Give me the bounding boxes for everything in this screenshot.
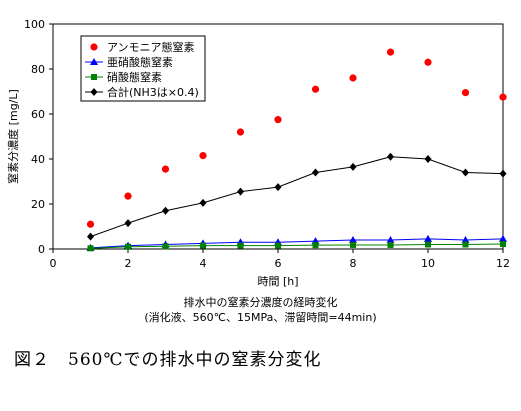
data-point [386, 236, 395, 243]
series-1 [86, 48, 507, 228]
data-point [499, 93, 507, 101]
legend-item: アンモニア態窒素 [90, 40, 195, 54]
series-4 [87, 152, 507, 241]
axes: 0 20 40 60 80 100 0 2 4 6 8 10 12 時間 [h] 窒素分濃度 [mg/L] [6, 18, 510, 288]
data-point [86, 220, 95, 228]
data-point [124, 192, 132, 200]
data-point [425, 241, 431, 248]
series-3 [87, 241, 506, 252]
data-point [424, 58, 432, 66]
data-point [275, 242, 281, 249]
data-point [274, 116, 282, 124]
chart-note-title: 排水中の窒素分濃度の経時変化 [183, 296, 338, 309]
data-point [461, 236, 470, 243]
data-point [499, 234, 507, 242]
legend-marker [90, 43, 98, 51]
data-point [87, 232, 94, 241]
series-2 [86, 234, 507, 251]
data-point [311, 85, 320, 93]
y-tick-label: 100 [24, 18, 45, 31]
x-tick-label: 6 [275, 257, 282, 270]
data-point [162, 243, 169, 250]
y-tick-label: 40 [31, 153, 45, 166]
data-point [162, 206, 169, 215]
figure-caption: 図２ 560℃での排水中の窒素分変化 [14, 350, 322, 370]
data-point [124, 219, 132, 228]
legend-item: 合計(NH3は×0.4) [85, 85, 199, 99]
data-point [199, 152, 207, 160]
legend-label: 亜硝酸態窒素 [107, 55, 173, 69]
data-point [237, 242, 244, 249]
data-point [387, 152, 394, 161]
y-tick-label: 0 [38, 243, 45, 256]
y-tick-label: 20 [31, 198, 45, 211]
legend-marker [90, 88, 98, 96]
data-point [161, 165, 170, 173]
data-point [236, 128, 245, 136]
data-point [312, 242, 319, 249]
x-tick-label: 4 [200, 257, 207, 270]
data-point [499, 169, 507, 178]
legend-label: アンモニア態窒素 [107, 40, 195, 54]
series-layer [86, 48, 507, 252]
data-point [424, 234, 432, 242]
data-point [386, 48, 395, 56]
data-point [199, 198, 207, 207]
x-tick-label: 8 [350, 257, 357, 270]
data-point [87, 245, 94, 252]
legend-item: 亜硝酸態窒素 [85, 55, 173, 69]
legend-marker [91, 74, 97, 80]
data-point [462, 241, 469, 248]
y-tick-label: 60 [31, 108, 45, 121]
x-axis-label: 時間 [h] [257, 275, 298, 288]
chart-note-conditions: (消化液、560℃、15MPa、滞留時間=44min) [144, 311, 377, 324]
data-point [462, 168, 469, 177]
legend-box [80, 35, 206, 102]
series-line [90, 156, 504, 238]
legend-marker [90, 58, 98, 65]
x-tick-label: 10 [421, 257, 435, 270]
data-point [349, 236, 357, 243]
data-point [274, 183, 282, 192]
x-tick-label: 12 [496, 257, 510, 270]
data-point [424, 155, 432, 163]
data-point [461, 89, 470, 97]
y-axis-label: 窒素分濃度 [mg/L] [6, 89, 20, 184]
data-point [237, 187, 244, 196]
y-tick-label: 80 [31, 63, 45, 76]
legend-label: 硝酸態窒素 [107, 70, 162, 84]
data-point [350, 241, 356, 248]
data-point [349, 74, 357, 82]
data-point [387, 241, 394, 248]
data-point [500, 241, 506, 248]
data-point [349, 162, 357, 171]
legend-label: 合計(NH3は×0.4) [107, 85, 199, 99]
data-point [125, 243, 131, 250]
series-line [90, 238, 504, 249]
data-point [312, 168, 319, 177]
x-tick-label: 0 [50, 257, 57, 270]
series-line [90, 243, 504, 249]
x-tick-label: 2 [125, 257, 132, 270]
data-point [200, 242, 206, 249]
legend-item: 硝酸態窒素 [85, 70, 162, 84]
